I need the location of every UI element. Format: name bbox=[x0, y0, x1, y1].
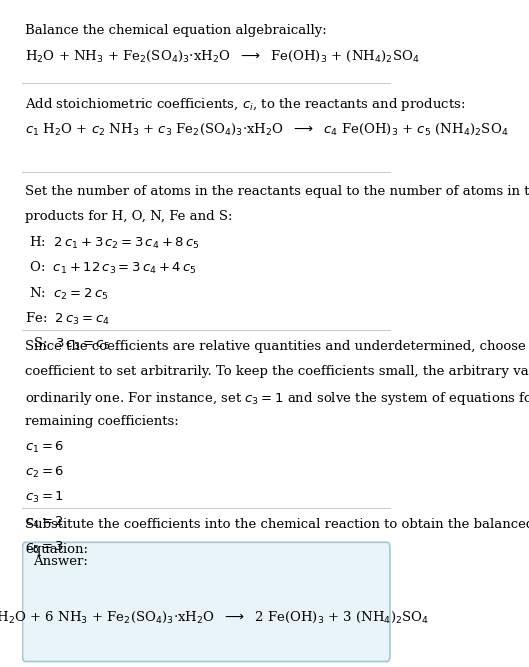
Text: ordinarily one. For instance, set $c_3 = 1$ and solve the system of equations fo: ordinarily one. For instance, set $c_3 =… bbox=[25, 390, 529, 407]
Text: H$_2$O + NH$_3$ + Fe$_2$(SO$_4$)$_3$·xH$_2$O  $\longrightarrow$  Fe(OH)$_3$ + (N: H$_2$O + NH$_3$ + Fe$_2$(SO$_4$)$_3$·xH$… bbox=[25, 49, 420, 64]
Text: Balance the chemical equation algebraically:: Balance the chemical equation algebraica… bbox=[25, 24, 327, 37]
Text: $c_5 = 3$: $c_5 = 3$ bbox=[25, 540, 65, 556]
Text: S:  $3\,c_3 = c_5$: S: $3\,c_3 = c_5$ bbox=[25, 336, 111, 352]
Text: Set the number of atoms in the reactants equal to the number of atoms in the: Set the number of atoms in the reactants… bbox=[25, 185, 529, 198]
Text: products for H, O, N, Fe and S:: products for H, O, N, Fe and S: bbox=[25, 210, 233, 223]
Text: Substitute the coefficients into the chemical reaction to obtain the balanced: Substitute the coefficients into the che… bbox=[25, 518, 529, 531]
Text: O:  $c_1 + 12\,c_3 = 3\,c_4 + 4\,c_5$: O: $c_1 + 12\,c_3 = 3\,c_4 + 4\,c_5$ bbox=[25, 260, 197, 277]
Text: Answer:: Answer: bbox=[33, 556, 88, 568]
Text: $c_3 = 1$: $c_3 = 1$ bbox=[25, 490, 65, 506]
Text: remaining coefficients:: remaining coefficients: bbox=[25, 415, 179, 428]
Text: equation:: equation: bbox=[25, 543, 88, 556]
Text: N:  $c_2 = 2\,c_5$: N: $c_2 = 2\,c_5$ bbox=[25, 285, 109, 301]
Text: $c_2 = 6$: $c_2 = 6$ bbox=[25, 466, 65, 480]
Text: H:  $2\,c_1 + 3\,c_2 = 3\,c_4 + 8\,c_5$: H: $2\,c_1 + 3\,c_2 = 3\,c_4 + 8\,c_5$ bbox=[25, 235, 200, 251]
Text: Add stoichiometric coefficients, $c_i$, to the reactants and products:: Add stoichiometric coefficients, $c_i$, … bbox=[25, 96, 466, 113]
Text: $c_1 = 6$: $c_1 = 6$ bbox=[25, 440, 65, 456]
Text: $c_1$ H$_2$O + $c_2$ NH$_3$ + $c_3$ Fe$_2$(SO$_4$)$_3$·xH$_2$O  $\longrightarrow: $c_1$ H$_2$O + $c_2$ NH$_3$ + $c_3$ Fe$_… bbox=[25, 121, 509, 137]
Text: 6 H$_2$O + 6 NH$_3$ + Fe$_2$(SO$_4$)$_3$·xH$_2$O  $\longrightarrow$  2 Fe(OH)$_3: 6 H$_2$O + 6 NH$_3$ + Fe$_2$(SO$_4$)$_3$… bbox=[0, 610, 429, 625]
Text: $c_4 = 2$: $c_4 = 2$ bbox=[25, 516, 65, 530]
Text: coefficient to set arbitrarily. To keep the coefficients small, the arbitrary va: coefficient to set arbitrarily. To keep … bbox=[25, 365, 529, 378]
Text: Since the coefficients are relative quantities and underdetermined, choose a: Since the coefficients are relative quan… bbox=[25, 340, 529, 353]
Text: Fe:  $2\,c_3 = c_4$: Fe: $2\,c_3 = c_4$ bbox=[25, 310, 111, 327]
FancyBboxPatch shape bbox=[23, 542, 390, 662]
